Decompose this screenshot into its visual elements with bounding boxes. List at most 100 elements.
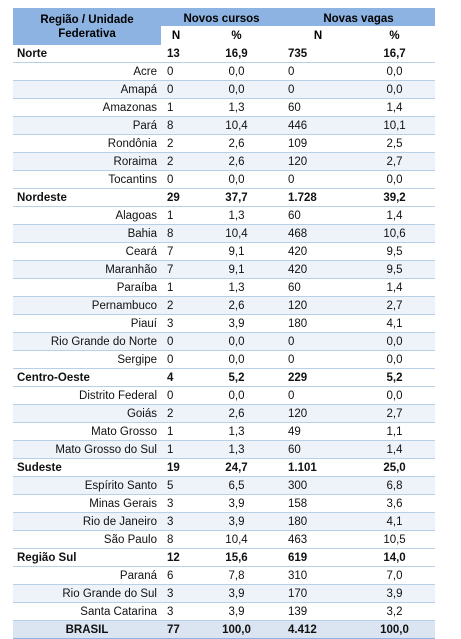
state-row: Amapá 0 0,0 0 0,0 <box>13 80 436 99</box>
row-label: Espírito Santo <box>13 476 161 495</box>
novos-cursos-n-cell: 8 <box>161 224 191 243</box>
state-row: Pernambuco 2 2,6 120 2,7 <box>13 296 436 315</box>
region-row: Centro-Oeste 4 5,2 229 5,2 <box>13 368 436 387</box>
region-row: Região Sul 12 15,6 619 14,0 <box>13 548 436 567</box>
novas-vagas-n-cell: 463 <box>282 530 354 549</box>
row-label: Rio de Janeiro <box>13 512 161 531</box>
region-row: Norte 13 16,9 735 16,7 <box>13 45 436 63</box>
novas-vagas-n-cell: 0 <box>282 80 354 99</box>
novas-vagas-pct-cell: 7,0 <box>354 566 436 585</box>
novos-cursos-pct-cell: 100,0 <box>191 620 282 639</box>
state-row: Espírito Santo 5 6,5 300 6,8 <box>13 476 436 495</box>
row-label: Minas Gerais <box>13 494 161 513</box>
novas-vagas-pct-cell: 4,1 <box>354 314 436 333</box>
novas-vagas-n-cell: 420 <box>282 260 354 279</box>
courses-vacancies-table: Região / Unidade Federativa Novos cursos… <box>13 8 436 639</box>
novos-cursos-n-cell: 0 <box>161 80 191 99</box>
novas-vagas-n-cell: 109 <box>282 134 354 153</box>
novos-cursos-pct-cell: 7,8 <box>191 566 282 585</box>
novas-vagas-pct-cell: 0,0 <box>354 62 436 81</box>
row-label: Paraíba <box>13 278 161 297</box>
state-row: Rio Grande do Norte 0 0,0 0 0,0 <box>13 332 436 351</box>
state-row: Rio Grande do Sul 3 3,9 170 3,9 <box>13 584 436 603</box>
table-body: Norte 13 16,9 735 16,7 Acre 0 0,0 0 0,0 Amapá 0 0,0 0… <box>13 45 436 639</box>
novas-vagas-n-cell: 300 <box>282 476 354 495</box>
row-label: Santa Catarina <box>13 602 161 621</box>
novos-cursos-pct-cell: 0,0 <box>191 332 282 351</box>
novos-cursos-n-cell: 77 <box>161 620 191 639</box>
novas-vagas-header: Novas vagas <box>282 8 436 26</box>
row-label: Tocantins <box>13 170 161 189</box>
state-row: Roraima 2 2,6 120 2,7 <box>13 152 436 171</box>
state-row: Distrito Federal 0 0,0 0 0,0 <box>13 386 436 405</box>
novas-vagas-pct-cell: 2,5 <box>354 134 436 153</box>
novos-cursos-n-cell: 8 <box>161 116 191 135</box>
row-label: Rio Grande do Norte <box>13 332 161 351</box>
row-label: São Paulo <box>13 530 161 549</box>
novos-cursos-pct-cell: 2,6 <box>191 296 282 315</box>
novas-vagas-pct-cell: 39,2 <box>354 188 436 207</box>
subheader-n-vagas: N <box>282 26 354 45</box>
novas-vagas-pct-cell: 9,5 <box>354 242 436 261</box>
novos-cursos-n-cell: 3 <box>161 494 191 513</box>
novos-cursos-n-cell: 0 <box>161 350 191 369</box>
novos-cursos-pct-cell: 2,6 <box>191 404 282 423</box>
novas-vagas-pct-cell: 2,7 <box>354 404 436 423</box>
novas-vagas-n-cell: 139 <box>282 602 354 621</box>
novas-vagas-pct-cell: 1,4 <box>354 98 436 117</box>
novas-vagas-n-cell: 0 <box>282 350 354 369</box>
row-label: Rondônia <box>13 134 161 153</box>
novos-cursos-pct-cell: 16,9 <box>191 45 282 63</box>
row-label: Amazonas <box>13 98 161 117</box>
novos-cursos-n-cell: 1 <box>161 98 191 117</box>
subheader-pct-vagas: % <box>354 26 436 45</box>
novas-vagas-pct-cell: 5,2 <box>354 368 436 387</box>
novos-cursos-n-cell: 6 <box>161 566 191 585</box>
region-row: Sudeste 19 24,7 1.101 25,0 <box>13 458 436 477</box>
novas-vagas-n-cell: 120 <box>282 152 354 171</box>
novos-cursos-pct-cell: 5,2 <box>191 368 282 387</box>
row-label: Pará <box>13 116 161 135</box>
subheader-pct-cursos: % <box>191 26 282 45</box>
novas-vagas-n-cell: 619 <box>282 548 354 567</box>
row-label: Nordeste <box>13 188 161 207</box>
novos-cursos-n-cell: 0 <box>161 170 191 189</box>
novos-cursos-n-cell: 0 <box>161 62 191 81</box>
row-label: Bahia <box>13 224 161 243</box>
row-label: Mato Grosso <box>13 422 161 441</box>
novos-cursos-pct-cell: 2,6 <box>191 134 282 153</box>
novas-vagas-pct-cell: 100,0 <box>354 620 436 639</box>
novas-vagas-pct-cell: 10,1 <box>354 116 436 135</box>
row-label: BRASIL <box>13 620 161 639</box>
novas-vagas-pct-cell: 10,6 <box>354 224 436 243</box>
novas-vagas-pct-cell: 3,9 <box>354 584 436 603</box>
region-row: Nordeste 29 37,7 1.728 39,2 <box>13 188 436 207</box>
novas-vagas-n-cell: 0 <box>282 332 354 351</box>
state-row: Paraíba 1 1,3 60 1,4 <box>13 278 436 297</box>
total-row: BRASIL 77 100,0 4.412 100,0 <box>13 620 436 639</box>
novos-cursos-pct-cell: 1,3 <box>191 98 282 117</box>
novos-cursos-pct-cell: 2,6 <box>191 152 282 171</box>
novos-cursos-n-cell: 3 <box>161 584 191 603</box>
novas-vagas-pct-cell: 1,1 <box>354 422 436 441</box>
state-row: Bahia 8 10,4 468 10,6 <box>13 224 436 243</box>
state-row: São Paulo 8 10,4 463 10,5 <box>13 530 436 549</box>
table-header-row: Região / Unidade Federativa Novos cursos… <box>13 8 436 45</box>
novos-cursos-pct-cell: 0,0 <box>191 62 282 81</box>
novos-cursos-n-cell: 1 <box>161 440 191 459</box>
novos-cursos-n-cell: 5 <box>161 476 191 495</box>
novos-cursos-n-cell: 3 <box>161 512 191 531</box>
novas-vagas-n-cell: 180 <box>282 512 354 531</box>
novas-vagas-pct-cell: 1,4 <box>354 206 436 225</box>
row-label: Paraná <box>13 566 161 585</box>
novas-vagas-pct-cell: 3,6 <box>354 494 436 513</box>
novas-vagas-n-cell: 0 <box>282 386 354 405</box>
state-row: Rio de Janeiro 3 3,9 180 4,1 <box>13 512 436 531</box>
novas-vagas-pct-cell: 2,7 <box>354 152 436 171</box>
novas-vagas-n-cell: 60 <box>282 98 354 117</box>
row-label: Amapá <box>13 80 161 99</box>
row-label: Pernambuco <box>13 296 161 315</box>
row-label: Alagoas <box>13 206 161 225</box>
row-label: Centro-Oeste <box>13 368 161 387</box>
state-row: Amazonas 1 1,3 60 1,4 <box>13 98 436 117</box>
